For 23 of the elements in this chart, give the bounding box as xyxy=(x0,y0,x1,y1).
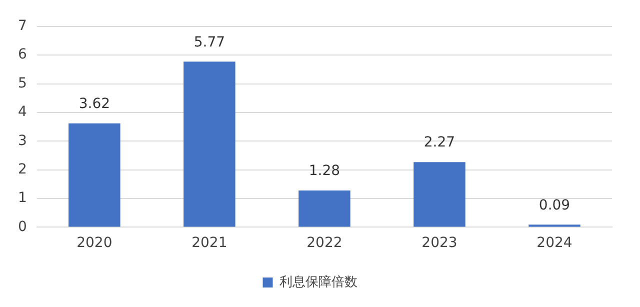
data-label: 5.77 xyxy=(194,34,226,50)
bar xyxy=(68,123,120,227)
data-label: 0.09 xyxy=(538,197,570,214)
y-tick-label: 3 xyxy=(18,132,27,149)
y-tick-label: 2 xyxy=(18,161,27,178)
bar xyxy=(184,62,236,227)
y-tick-label: 6 xyxy=(18,46,27,63)
y-tick-label: 0 xyxy=(18,218,27,235)
x-tick-label: 2022 xyxy=(306,235,342,252)
data-label: 1.28 xyxy=(308,163,340,180)
bar xyxy=(298,190,350,227)
x-tick-label: 2020 xyxy=(76,235,112,252)
y-tick-label: 7 xyxy=(18,18,27,34)
y-tick-label: 4 xyxy=(18,104,27,120)
x-tick-label: 2021 xyxy=(192,235,228,252)
bar xyxy=(414,162,466,227)
x-tick-label: 2023 xyxy=(422,235,458,252)
data-label: 3.62 xyxy=(78,96,110,112)
legend-label: 利息保障倍数 xyxy=(279,274,358,290)
y-tick-label: 1 xyxy=(18,190,27,206)
y-tick-label: 5 xyxy=(18,75,27,92)
x-tick-label: 2024 xyxy=(536,235,572,252)
data-label: 2.27 xyxy=(424,134,456,151)
